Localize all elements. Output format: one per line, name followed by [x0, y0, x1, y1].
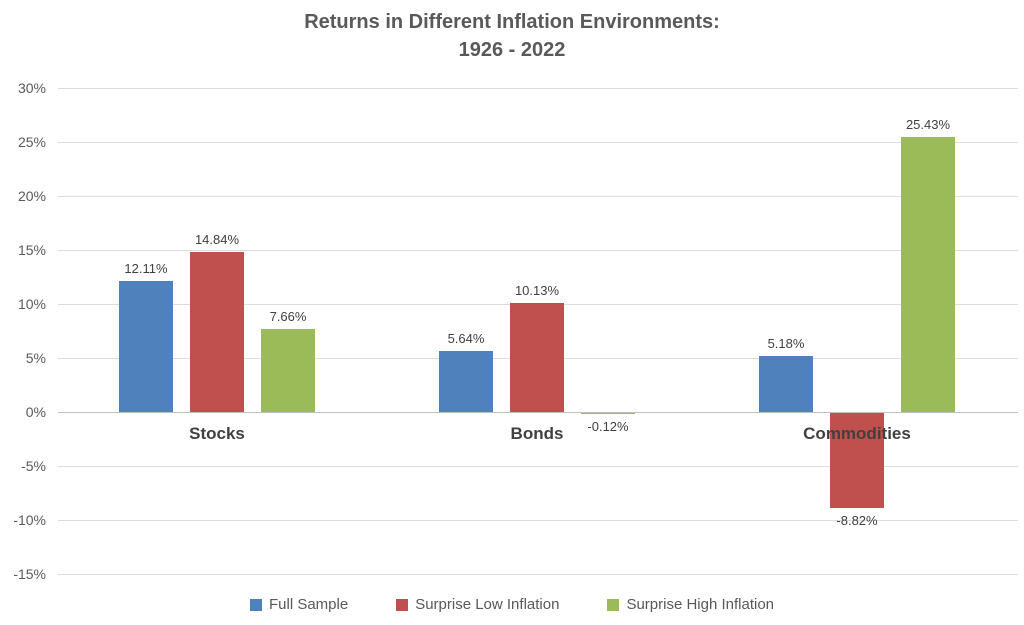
y-axis-tick-label: 20%	[17, 188, 46, 204]
data-label: 5.18%	[767, 336, 805, 352]
gridline	[58, 466, 1018, 467]
chart-subtitle: 1926 - 2022	[458, 39, 566, 61]
y-axis-tick-label: 10%	[17, 296, 46, 312]
data-label: 10.13%	[514, 282, 560, 298]
x-axis-category-label: Commodities	[803, 424, 911, 443]
y-axis-tick-label: 25%	[17, 134, 46, 150]
bar-stocks-series-3	[261, 329, 315, 412]
y-axis-tick-label: -15%	[13, 566, 46, 582]
data-label: 25.43%	[905, 117, 951, 133]
bar-bonds-series-2	[510, 302, 564, 412]
bar-commodities-series-3	[901, 137, 955, 412]
legend-label: Full Sample	[268, 596, 349, 613]
legend-label: Surprise High Inflation	[626, 596, 775, 613]
gridline	[58, 142, 1018, 143]
chart-title: Returns in Different Inflation Environme…	[304, 11, 720, 33]
x-axis-category-label: Bonds	[510, 424, 564, 443]
data-label: 12.11%	[124, 261, 168, 277]
y-axis-tick-label: -5%	[21, 458, 46, 474]
legend-swatch	[607, 598, 620, 611]
legend-item: Surprise Low Inflation	[396, 596, 559, 613]
legend-swatch	[249, 598, 262, 611]
gridline	[58, 574, 1018, 575]
y-axis-tick-label: 30%	[17, 80, 46, 96]
legend-item: Surprise High Inflation	[607, 596, 774, 613]
data-label: -0.12%	[587, 419, 629, 435]
gridline	[58, 520, 1018, 521]
data-label: 14.84%	[194, 231, 240, 247]
gridline	[58, 88, 1018, 89]
y-axis-tick-label: 5%	[25, 350, 46, 366]
data-label: -8.82%	[836, 513, 878, 529]
bar-commodities-series-2	[830, 413, 884, 509]
y-axis-tick-label: -10%	[13, 512, 46, 528]
data-label: 7.66%	[269, 309, 307, 325]
bar-commodities-series-1	[759, 356, 813, 412]
legend: Full Sample Surprise Low Inflation Surpris…	[0, 596, 1024, 613]
data-label: 5.64%	[447, 331, 485, 347]
chart-title-block: Returns in Different Inflation Environme…	[0, 8, 1024, 64]
x-axis-category-label: Stocks	[189, 424, 245, 443]
bar-stocks-series-1	[119, 281, 173, 412]
y-axis-tick-label: 15%	[17, 242, 46, 258]
bar-bonds-series-3	[581, 413, 635, 415]
gridline	[58, 196, 1018, 197]
legend-item: Full Sample	[249, 596, 349, 613]
bar-stocks-series-2	[190, 251, 244, 412]
bar-bonds-series-1	[439, 351, 493, 412]
zero-axis-line	[58, 412, 1018, 413]
legend-label: Surprise Low Inflation	[415, 596, 560, 613]
gridline	[58, 250, 1018, 251]
y-axis-tick-label: 0%	[25, 404, 46, 420]
legend-swatch	[396, 598, 409, 611]
